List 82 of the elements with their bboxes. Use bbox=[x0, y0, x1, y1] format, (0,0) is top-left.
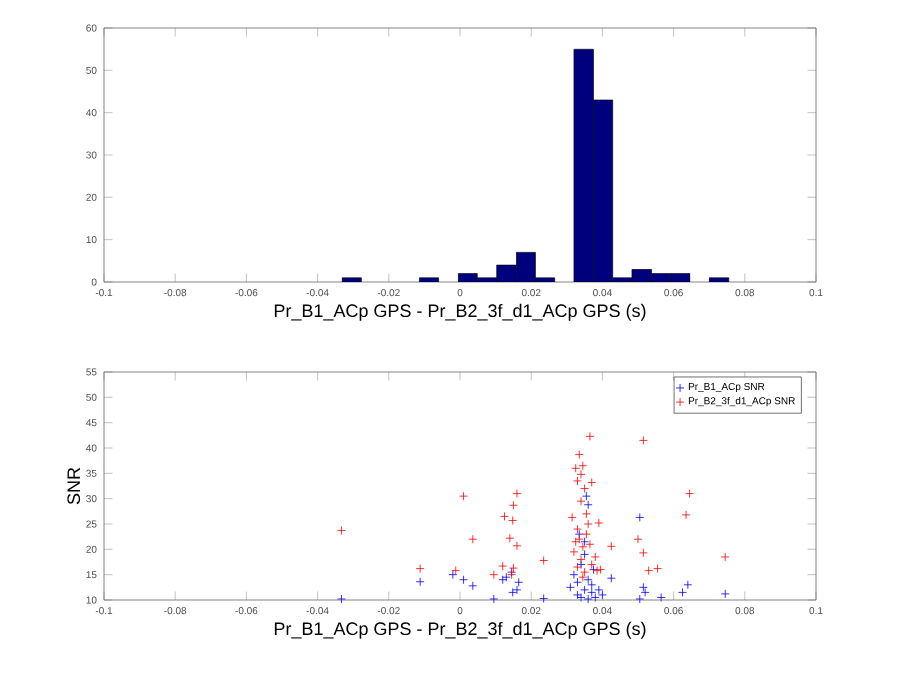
point bbox=[578, 572, 588, 582]
point bbox=[590, 593, 600, 602]
point bbox=[681, 510, 691, 520]
point bbox=[468, 534, 478, 544]
point bbox=[578, 461, 588, 471]
point bbox=[606, 573, 616, 583]
point bbox=[571, 463, 581, 473]
point bbox=[509, 500, 518, 510]
point bbox=[635, 513, 645, 522]
point bbox=[573, 524, 582, 534]
point bbox=[644, 566, 654, 576]
point bbox=[581, 491, 591, 501]
point bbox=[539, 556, 549, 565]
point bbox=[720, 552, 730, 562]
point bbox=[580, 567, 589, 577]
point bbox=[583, 594, 593, 604]
point bbox=[573, 476, 582, 486]
point bbox=[337, 526, 346, 535]
point bbox=[581, 509, 591, 519]
point bbox=[583, 575, 593, 585]
point bbox=[580, 585, 589, 595]
point bbox=[598, 590, 607, 600]
point bbox=[448, 570, 458, 580]
point bbox=[459, 491, 468, 501]
point bbox=[565, 582, 575, 592]
y-axis-title: SNR bbox=[67, 467, 81, 505]
point bbox=[587, 580, 597, 590]
point bbox=[585, 431, 595, 441]
point bbox=[653, 564, 662, 573]
point bbox=[638, 548, 648, 558]
point bbox=[489, 570, 499, 580]
point bbox=[489, 594, 499, 604]
point bbox=[638, 436, 648, 445]
point bbox=[594, 585, 604, 595]
point bbox=[514, 577, 524, 587]
point bbox=[587, 588, 597, 597]
point bbox=[498, 561, 508, 571]
point bbox=[459, 575, 468, 585]
point bbox=[580, 550, 589, 559]
point bbox=[594, 518, 604, 528]
point bbox=[573, 577, 582, 587]
point bbox=[583, 500, 593, 510]
point bbox=[580, 484, 589, 493]
point bbox=[683, 580, 693, 590]
point bbox=[576, 496, 586, 506]
point bbox=[337, 594, 346, 604]
point bbox=[415, 577, 425, 587]
point bbox=[505, 533, 515, 543]
point bbox=[720, 589, 730, 599]
point bbox=[569, 570, 579, 580]
point bbox=[512, 541, 522, 551]
point bbox=[585, 539, 595, 549]
point bbox=[574, 450, 584, 459]
point bbox=[635, 594, 645, 604]
point bbox=[508, 588, 518, 597]
point bbox=[512, 489, 522, 498]
point bbox=[590, 552, 600, 562]
x-axis-title: Pr_B1_ACp GPS - Pr_B2_3f_d1_ACp GPS (s) bbox=[274, 303, 646, 321]
point bbox=[415, 564, 425, 573]
point bbox=[587, 478, 597, 487]
x-axis-title: Pr_B1_ACp GPS - Pr_B2_3f_d1_ACp GPS (s) bbox=[274, 621, 646, 639]
point bbox=[512, 585, 522, 595]
point bbox=[580, 537, 589, 547]
point bbox=[685, 489, 695, 498]
point bbox=[640, 588, 650, 597]
point bbox=[468, 581, 478, 591]
point bbox=[539, 594, 549, 603]
point bbox=[581, 529, 591, 539]
point bbox=[633, 534, 643, 544]
point bbox=[606, 541, 616, 551]
point bbox=[638, 582, 648, 592]
point bbox=[576, 555, 586, 564]
point bbox=[583, 519, 593, 529]
point bbox=[569, 547, 579, 557]
point bbox=[567, 513, 577, 522]
point bbox=[576, 469, 586, 479]
point bbox=[578, 542, 588, 552]
point bbox=[656, 593, 666, 602]
point bbox=[678, 588, 687, 597]
point bbox=[574, 529, 584, 539]
point bbox=[508, 516, 518, 525]
point bbox=[587, 560, 597, 569]
